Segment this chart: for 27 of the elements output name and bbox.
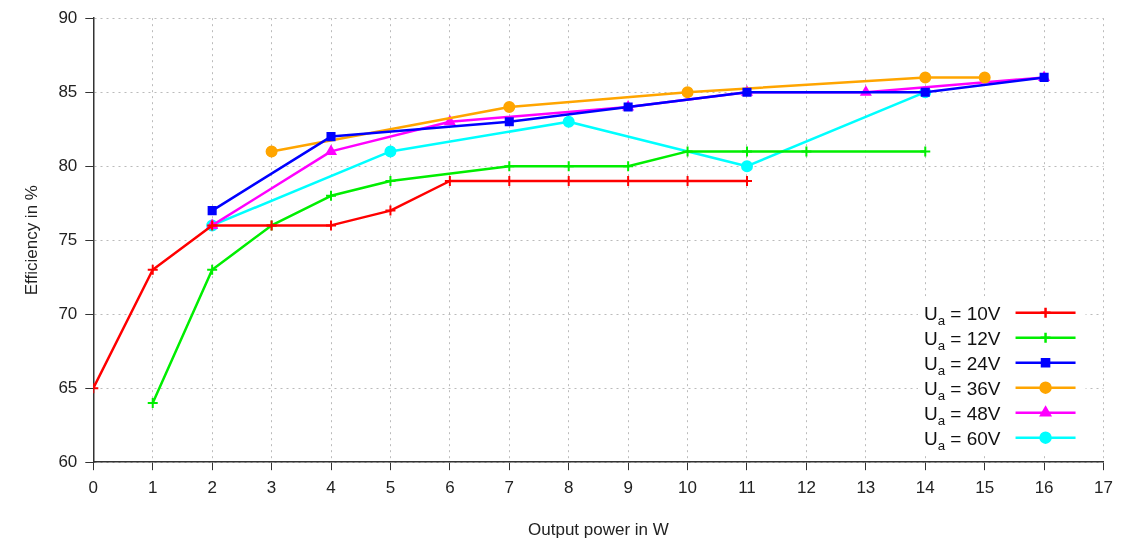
x-tick-label: 16	[1034, 478, 1054, 498]
y-tick-label: 70	[58, 303, 78, 323]
y-tick-label: 80	[58, 155, 78, 175]
x-tick-label: 13	[856, 478, 876, 498]
x-tick-label: 6	[445, 478, 455, 498]
x-tick-label: 2	[207, 478, 217, 498]
x-tick-label: 3	[266, 478, 277, 498]
x-tick-label: 8	[563, 478, 574, 498]
x-tick-label: 12	[796, 478, 816, 498]
x-tick-label: 10	[678, 478, 698, 498]
x-tick-label: 4	[326, 478, 336, 498]
y-tick-label: 60	[58, 451, 78, 471]
x-tick-label: 5	[385, 478, 396, 498]
y-tick-label: 85	[58, 81, 78, 101]
y-tick-label: 65	[58, 377, 78, 397]
y-tick-label: 75	[58, 229, 78, 249]
y-tick-label: 90	[58, 7, 78, 27]
x-tick-label: 17	[1094, 478, 1114, 498]
x-axis-title: Output power in W	[528, 520, 669, 540]
x-tick-label: 9	[623, 478, 633, 498]
y-axis-title: Efficiency in %	[21, 185, 41, 296]
x-tick-label: 14	[915, 478, 935, 498]
x-tick-label: 1	[148, 478, 158, 498]
x-tick-label: 0	[88, 478, 99, 498]
x-tick-label: 15	[975, 478, 995, 498]
x-tick-label: 11	[738, 478, 756, 498]
x-tick-label: 7	[504, 478, 515, 498]
